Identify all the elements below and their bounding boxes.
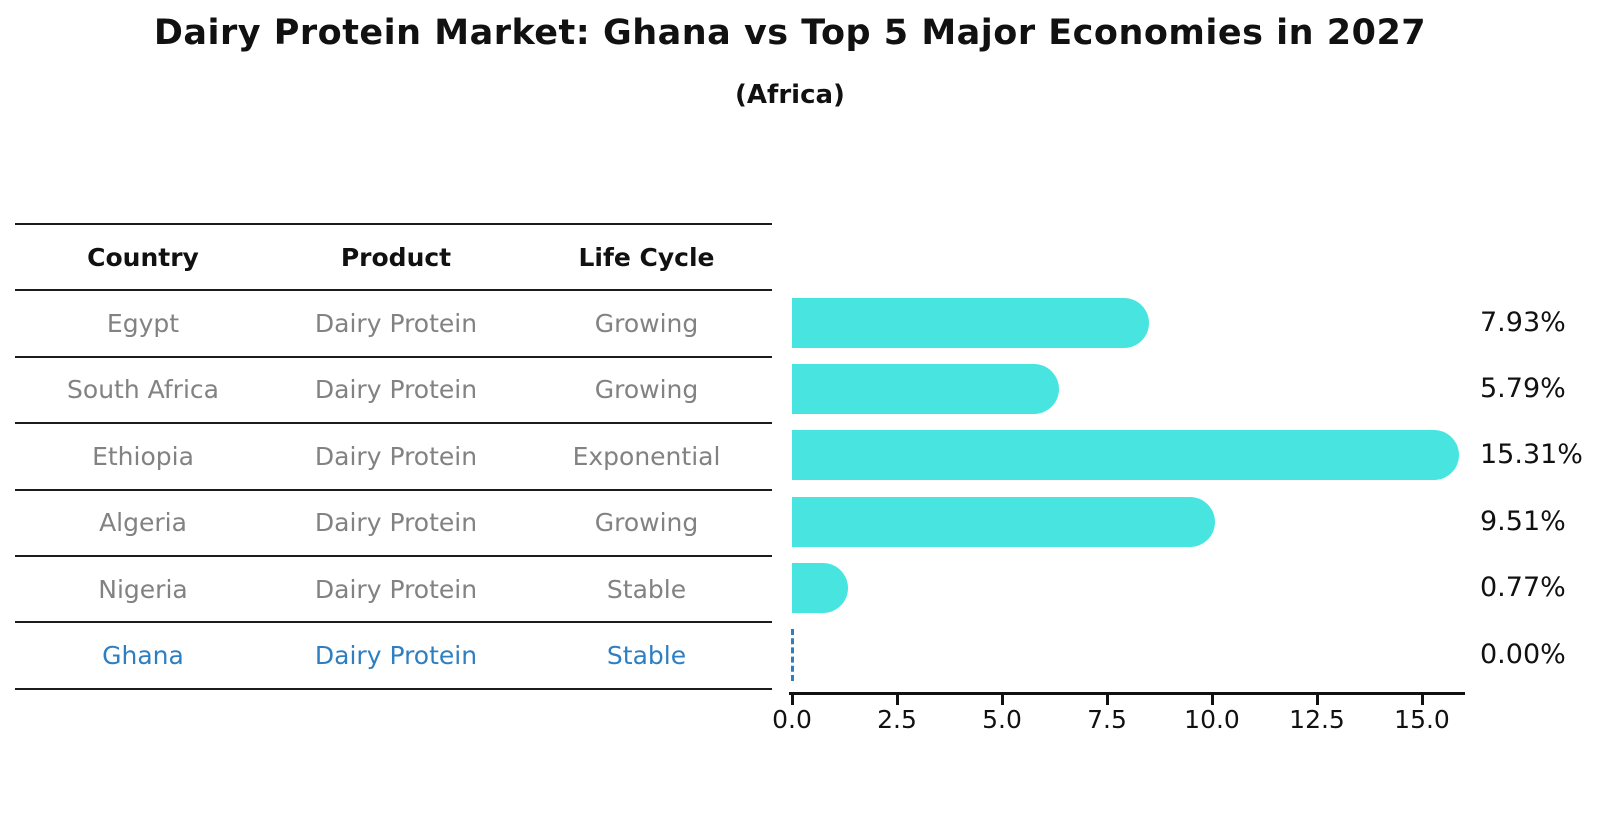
table-cell-product: Dairy Protein	[314, 309, 478, 339]
table-cell-product: Dairy Protein	[314, 441, 478, 471]
value-label-ghana: 0.00%	[1480, 638, 1566, 670]
table-cell-country: Algeria	[99, 508, 187, 538]
table-cell-country: Egypt	[106, 309, 180, 339]
table-row-nigeria: Nigeria Dairy Protein Stable	[15, 554, 772, 621]
table-cell-life-cycle: Growing	[594, 508, 699, 538]
table-row-ethiopia: Ethiopia Dairy Protein Exponential	[15, 422, 772, 488]
value-label-egypt: 7.93%	[1480, 306, 1566, 338]
value-label-south-africa: 5.79%	[1480, 373, 1566, 404]
chart-title: Dairy Protein Market: Ghana vs Top 5 Maj…	[153, 13, 1427, 53]
bar-nigeria	[792, 563, 849, 614]
table-cell-country: Ghana	[102, 641, 184, 671]
column-header-product: Product	[340, 242, 452, 272]
bar-south-africa	[792, 364, 1060, 414]
x-tick-mark-10.0	[1211, 695, 1214, 705]
table-cell-country: Ethiopia	[92, 441, 194, 471]
table-cell-life-cycle: Growing	[594, 309, 699, 339]
bar-algeria	[792, 496, 1216, 547]
x-tick-mark-5.0	[1001, 695, 1004, 705]
zero-value-dashed-marker-ghana	[791, 628, 794, 681]
x-tick-label-10.0: 10.0	[1184, 705, 1240, 734]
table-header-row: Country Product Life Cycle	[15, 223, 772, 289]
table-cell-life-cycle: Exponential	[572, 441, 721, 471]
economies-table: Country Product Life Cycle Egypt Dairy Pr…	[15, 223, 772, 690]
bar-egypt	[792, 297, 1150, 348]
table-row-algeria: Algeria Dairy Protein Growing	[15, 488, 772, 555]
column-header-life-cycle: Life Cycle	[578, 242, 715, 272]
x-tick-mark-12.5	[1316, 695, 1319, 705]
table-cell-country: South Africa	[67, 375, 219, 405]
x-tick-mark-7.5	[1106, 695, 1109, 705]
value-label-ethiopia: 15.31%	[1480, 439, 1583, 471]
table-row-ghana: Ghana Dairy Protein Stable	[15, 621, 772, 690]
table-cell-life-cycle: Stable	[606, 574, 687, 604]
x-tick-mark-0.0	[791, 695, 794, 705]
x-tick-label-7.5: 7.5	[1087, 705, 1127, 734]
table-row-egypt: Egypt Dairy Protein Growing	[15, 289, 772, 355]
chart-subtitle: (Africa)	[735, 80, 845, 110]
x-tick-mark-2.5	[896, 695, 899, 705]
x-axis-line	[789, 692, 1465, 695]
table-cell-country: Nigeria	[98, 574, 188, 604]
table-cell-life-cycle: Growing	[594, 375, 699, 405]
table-cell-life-cycle: Stable	[606, 641, 687, 671]
value-label-algeria: 9.51%	[1480, 505, 1566, 537]
value-label-nigeria: 0.77%	[1480, 572, 1566, 604]
x-tick-label-2.5: 2.5	[877, 705, 917, 734]
bar-ethiopia	[792, 430, 1460, 481]
table-cell-product: Dairy Protein	[314, 574, 478, 604]
table-cell-product: Dairy Protein	[314, 641, 478, 671]
x-tick-label-15.0: 15.0	[1394, 705, 1450, 734]
x-tick-label-5.0: 5.0	[982, 705, 1022, 734]
x-tick-label-0.0: 0.0	[772, 705, 812, 734]
x-tick-label-12.5: 12.5	[1289, 705, 1345, 734]
table-cell-product: Dairy Protein	[314, 508, 478, 538]
table-cell-product: Dairy Protein	[314, 375, 478, 405]
column-header-country: Country	[87, 242, 199, 272]
table-row-south-africa: South Africa Dairy Protein Growing	[15, 355, 772, 422]
x-tick-mark-15.0	[1421, 695, 1424, 705]
